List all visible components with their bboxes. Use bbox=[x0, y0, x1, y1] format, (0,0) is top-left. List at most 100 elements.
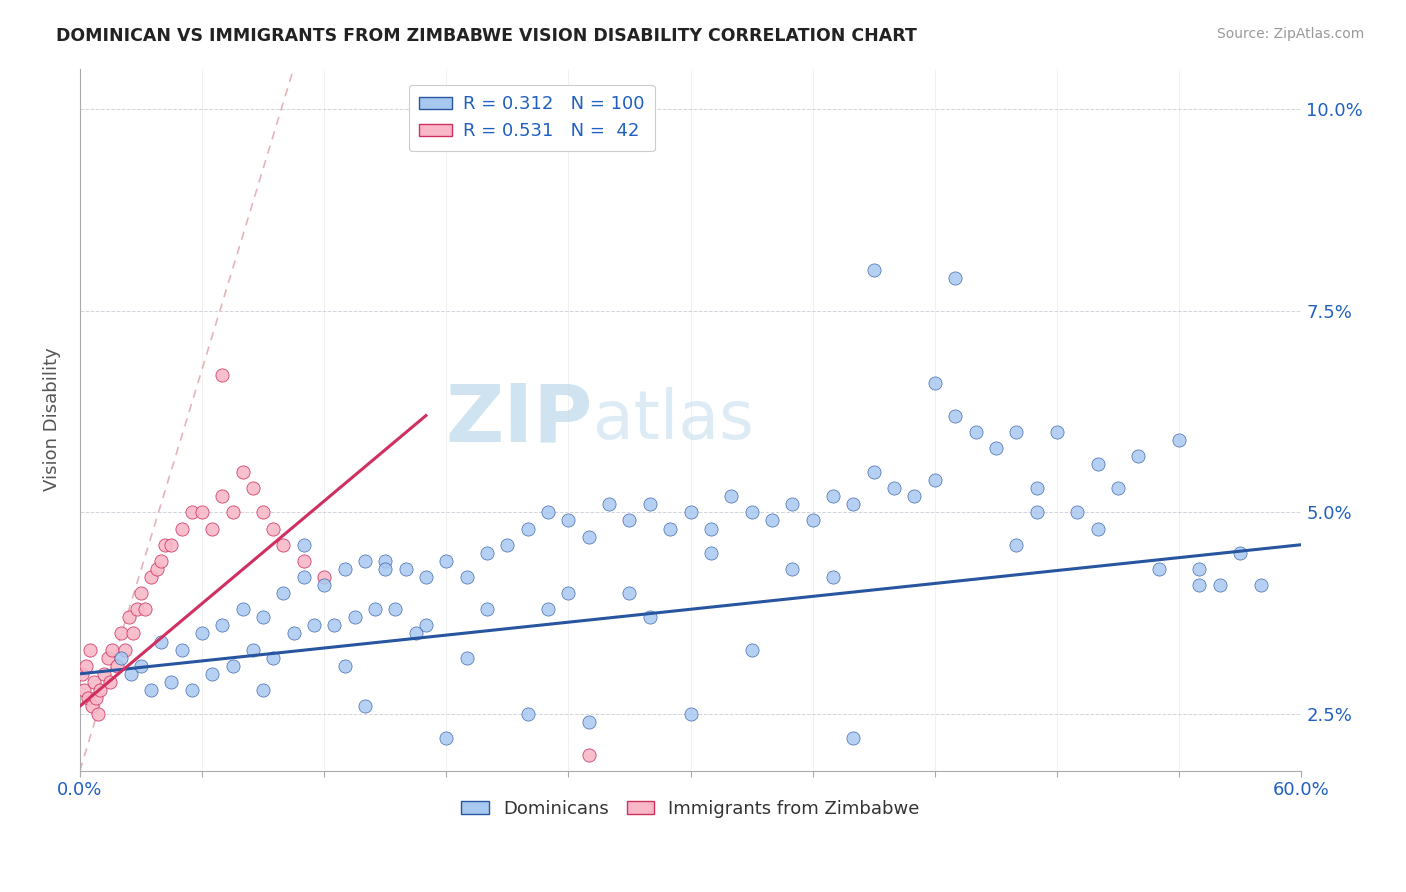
Point bbox=[496, 538, 519, 552]
Point bbox=[434, 731, 457, 746]
Point bbox=[1005, 538, 1028, 552]
Point bbox=[150, 634, 173, 648]
Point bbox=[741, 505, 763, 519]
Point bbox=[211, 489, 233, 503]
Point bbox=[374, 562, 396, 576]
Point bbox=[146, 562, 169, 576]
Point bbox=[155, 538, 177, 552]
Point bbox=[211, 618, 233, 632]
Point bbox=[84, 691, 107, 706]
Point bbox=[883, 481, 905, 495]
Point bbox=[557, 514, 579, 528]
Point bbox=[314, 578, 336, 592]
Point bbox=[105, 658, 128, 673]
Point bbox=[456, 570, 478, 584]
Point bbox=[292, 538, 315, 552]
Point bbox=[129, 586, 152, 600]
Point bbox=[139, 570, 162, 584]
Point bbox=[965, 425, 987, 439]
Y-axis label: Vision Disability: Vision Disability bbox=[44, 348, 60, 491]
Point bbox=[262, 522, 284, 536]
Point bbox=[134, 602, 156, 616]
Point bbox=[354, 699, 377, 714]
Legend: Dominicans, Immigrants from Zimbabwe: Dominicans, Immigrants from Zimbabwe bbox=[454, 792, 927, 825]
Point bbox=[1087, 457, 1109, 471]
Point bbox=[1025, 481, 1047, 495]
Point bbox=[598, 497, 620, 511]
Point bbox=[83, 674, 105, 689]
Point bbox=[782, 562, 804, 576]
Point bbox=[191, 505, 214, 519]
Point bbox=[415, 618, 437, 632]
Point bbox=[211, 368, 233, 383]
Point bbox=[242, 642, 264, 657]
Point bbox=[221, 505, 243, 519]
Point bbox=[516, 707, 538, 722]
Point bbox=[638, 610, 661, 624]
Point bbox=[139, 683, 162, 698]
Point bbox=[129, 658, 152, 673]
Point bbox=[89, 683, 111, 698]
Point bbox=[801, 514, 824, 528]
Point bbox=[384, 602, 406, 616]
Point bbox=[232, 465, 254, 479]
Point bbox=[1209, 578, 1232, 592]
Point bbox=[125, 602, 148, 616]
Point bbox=[1147, 562, 1170, 576]
Point bbox=[170, 642, 193, 657]
Point bbox=[659, 522, 682, 536]
Point bbox=[720, 489, 742, 503]
Point bbox=[619, 586, 641, 600]
Text: DOMINICAN VS IMMIGRANTS FROM ZIMBABWE VISION DISABILITY CORRELATION CHART: DOMINICAN VS IMMIGRANTS FROM ZIMBABWE VI… bbox=[56, 27, 917, 45]
Point bbox=[201, 522, 224, 536]
Point bbox=[823, 489, 845, 503]
Point bbox=[364, 602, 387, 616]
Point bbox=[87, 707, 110, 722]
Point bbox=[160, 674, 183, 689]
Point bbox=[180, 683, 202, 698]
Point bbox=[374, 554, 396, 568]
Point bbox=[252, 505, 274, 519]
Point bbox=[537, 602, 560, 616]
Point bbox=[101, 642, 124, 657]
Point bbox=[943, 271, 966, 285]
Point bbox=[638, 497, 661, 511]
Point bbox=[578, 747, 600, 762]
Point bbox=[679, 707, 702, 722]
Point bbox=[283, 626, 305, 640]
Point bbox=[943, 409, 966, 423]
Point bbox=[273, 538, 295, 552]
Point bbox=[1188, 562, 1211, 576]
Point bbox=[700, 546, 723, 560]
Point bbox=[578, 715, 600, 730]
Point bbox=[201, 666, 224, 681]
Point bbox=[150, 554, 173, 568]
Point bbox=[475, 546, 498, 560]
Point bbox=[475, 602, 498, 616]
Point bbox=[761, 514, 783, 528]
Point bbox=[100, 674, 122, 689]
Point bbox=[1087, 522, 1109, 536]
Point bbox=[121, 626, 143, 640]
Point bbox=[823, 570, 845, 584]
Point bbox=[516, 522, 538, 536]
Point bbox=[1250, 578, 1272, 592]
Point bbox=[77, 691, 100, 706]
Point bbox=[242, 481, 264, 495]
Point bbox=[842, 497, 865, 511]
Point bbox=[1107, 481, 1129, 495]
Point bbox=[75, 658, 97, 673]
Point bbox=[842, 731, 865, 746]
Point bbox=[984, 441, 1007, 455]
Point bbox=[323, 618, 346, 632]
Point bbox=[79, 642, 101, 657]
Point bbox=[191, 626, 214, 640]
Point bbox=[405, 626, 427, 640]
Text: Source: ZipAtlas.com: Source: ZipAtlas.com bbox=[1216, 27, 1364, 41]
Point bbox=[1188, 578, 1211, 592]
Point bbox=[741, 642, 763, 657]
Point bbox=[1005, 425, 1028, 439]
Point bbox=[619, 514, 641, 528]
Point bbox=[557, 586, 579, 600]
Point bbox=[80, 699, 103, 714]
